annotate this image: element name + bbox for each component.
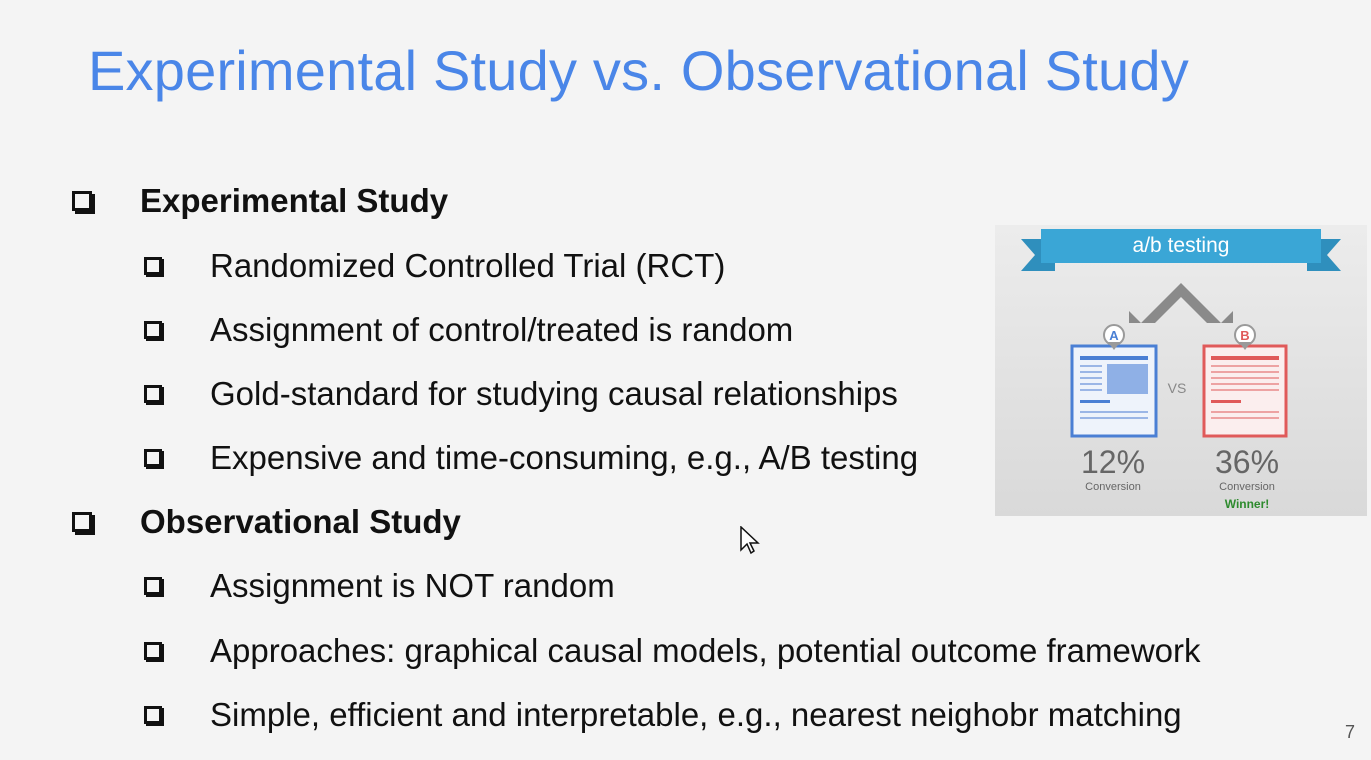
list-item: Randomized Controlled Trial (RCT) (144, 247, 725, 285)
list-item: Simple, efficient and interpretable, e.g… (144, 696, 1182, 734)
slide-title: Experimental Study vs. Observational Stu… (88, 39, 1189, 102)
checkbox-bullet-icon (72, 512, 95, 535)
variant-b-label: Conversion (1219, 481, 1275, 493)
winner-badge: Winner! (1225, 497, 1270, 511)
checkbox-bullet-icon (144, 257, 164, 277)
checkbox-bullet-icon (144, 642, 164, 662)
list-item-text: Randomized Controlled Trial (RCT) (210, 247, 726, 284)
list-item-text: Approaches: graphical causal models, pot… (210, 632, 1201, 669)
checkbox-bullet-icon (144, 449, 164, 469)
vs-text: VS (1168, 380, 1187, 396)
list-item: Approaches: graphical causal models, pot… (144, 632, 1201, 670)
mouse-cursor-icon (740, 526, 760, 555)
section-heading-text: Experimental Study (140, 182, 449, 219)
checkbox-bullet-icon (144, 321, 164, 341)
checkbox-bullet-icon (144, 385, 164, 405)
section-heading-text: Observational Study (140, 503, 461, 540)
variant-b-rate: 36% (1215, 444, 1279, 480)
variant-a-label: Conversion (1085, 481, 1141, 493)
list-item-text: Simple, efficient and interpretable, e.g… (210, 696, 1182, 733)
variant-a-rate: 12% (1081, 444, 1145, 480)
list-item: Assignment of control/treated is random (144, 311, 793, 349)
list-item: Gold-standard for studying causal relati… (144, 375, 898, 413)
page-number: 7 (1344, 722, 1355, 742)
marker-a-text: A (1109, 328, 1119, 343)
marker-b-text: B (1240, 328, 1249, 343)
list-item-text: Assignment of control/treated is random (210, 311, 794, 348)
split-arrow-icon (1141, 283, 1221, 323)
checkbox-bullet-icon (144, 577, 164, 597)
section-heading-observational: Observational Study (72, 503, 461, 541)
checkbox-bullet-icon (72, 191, 95, 214)
list-item-text: Assignment is NOT random (210, 567, 615, 604)
section-heading-experimental: Experimental Study (72, 182, 448, 220)
list-item-text: Expensive and time-consuming, e.g., A/B … (210, 439, 919, 476)
banner-text: a/b testing (1133, 234, 1230, 257)
checkbox-bullet-icon (144, 706, 164, 726)
list-item: Assignment is NOT random (144, 567, 615, 605)
list-item: Expensive and time-consuming, e.g., A/B … (144, 439, 918, 477)
list-item-text: Gold-standard for studying causal relati… (210, 375, 898, 412)
banner-ribbon (1041, 229, 1321, 263)
ab-testing-image: a/b testing A VS (995, 225, 1367, 516)
